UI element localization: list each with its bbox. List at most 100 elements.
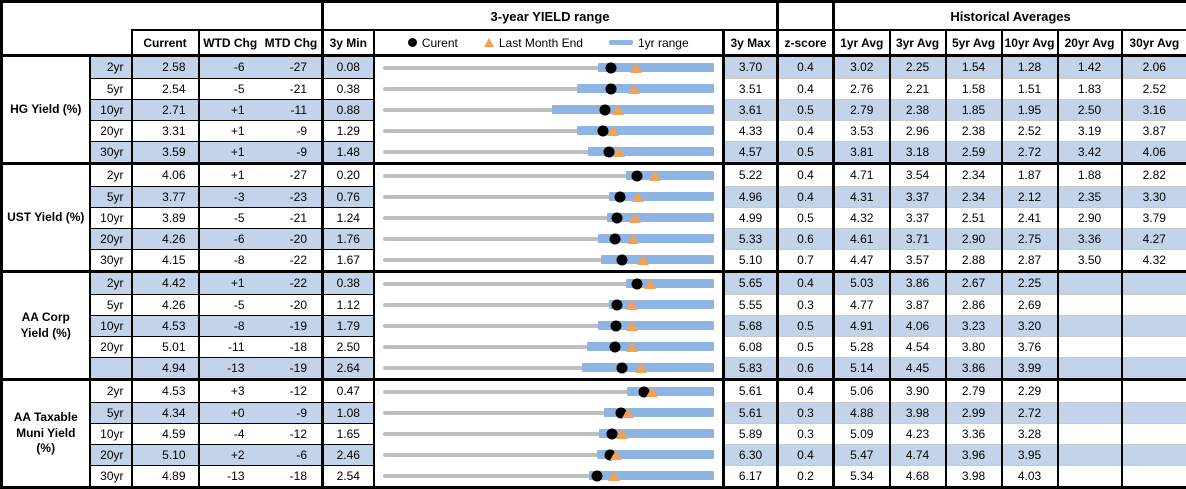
current-cell: 4.26	[132, 294, 199, 315]
mtd-chg-cell: -20	[261, 228, 323, 249]
current-dot-marker	[616, 362, 627, 373]
wtd-chg-cell: -13	[199, 465, 261, 488]
avg-cell: 2.88	[946, 249, 1002, 272]
min-3y-cell: 2.50	[323, 336, 374, 357]
legend-current-label: Curent	[422, 36, 458, 50]
z-score-cell: 0.4	[778, 164, 834, 187]
mtd-chg-cell: -9	[261, 120, 323, 141]
avg-cell: 2.25	[890, 56, 946, 79]
mtd-chg-cell: -12	[261, 423, 323, 444]
avg-cell: 5.34	[834, 465, 890, 488]
current-cell: 3.31	[132, 120, 199, 141]
z-score-cell: 0.2	[778, 465, 834, 488]
avg-cell: 3.96	[946, 444, 1002, 465]
mtd-chg-cell: -9	[261, 402, 323, 423]
empty-corner-cell	[2, 2, 132, 56]
mtd-chg-cell: -23	[261, 186, 323, 207]
range-chart-cell	[374, 402, 724, 423]
min-3y-cell: 1.08	[323, 402, 374, 423]
min-3y-cell: 2.64	[323, 357, 374, 380]
avg-cell: 2.87	[1002, 249, 1058, 272]
avg-column-header: 3yr Avg	[890, 30, 946, 56]
min-3y-cell: 1.48	[323, 141, 374, 164]
z-score-cell: 0.4	[778, 78, 834, 99]
wtd-chg-cell: -8	[199, 315, 261, 336]
avg-cell	[1122, 315, 1186, 336]
tenor-cell: 5yr	[90, 294, 132, 315]
range-chart-cell	[374, 444, 724, 465]
tenor-cell: 20yr	[90, 228, 132, 249]
avg-cell: 3.36	[1058, 228, 1122, 249]
avg-cell: 3.16	[1122, 99, 1186, 120]
legend-last-month-item: Last Month End	[484, 36, 583, 50]
mtd-chg-cell: -21	[261, 78, 323, 99]
avg-cell: 5.47	[834, 444, 890, 465]
tenor-cell: 2yr	[90, 380, 132, 403]
historical-averages-title: Historical Averages	[834, 2, 1186, 31]
last-month-end-triangle-marker	[626, 300, 638, 310]
avg-cell: 2.67	[946, 272, 1002, 295]
min-3y-cell: 1.12	[323, 294, 374, 315]
mtd-chg-cell: -22	[261, 272, 323, 295]
avg-cell: 4.03	[1002, 465, 1058, 488]
avg-cell: 3.98	[946, 465, 1002, 488]
last-month-end-triangle-marker	[608, 471, 620, 481]
current-cell: 3.77	[132, 186, 199, 207]
range-chart-cell	[374, 423, 724, 444]
mtd-chg-cell: -19	[261, 357, 323, 380]
avg-cell: 3.54	[890, 164, 946, 187]
tenor-cell: 5yr	[90, 186, 132, 207]
min-3y-cell: 2.46	[323, 444, 374, 465]
avg-cell	[1058, 315, 1122, 336]
wtd-chg-cell: +1	[199, 99, 261, 120]
avg-cell: 4.91	[834, 315, 890, 336]
range-chart-cell	[374, 120, 724, 141]
last-month-end-triangle-marker	[644, 279, 656, 289]
min-3y-cell: 1.24	[323, 207, 374, 228]
avg-cell: 3.71	[890, 228, 946, 249]
avg-cell	[1122, 357, 1186, 380]
avg-cell: 3.42	[1058, 141, 1122, 164]
legend-last-month-triangle-icon	[484, 38, 494, 47]
avg-cell: 2.90	[1058, 207, 1122, 228]
legend-1yr-range-label: 1yr range	[638, 36, 689, 50]
avg-cell	[1058, 444, 1122, 465]
avg-cell: 2.69	[1002, 294, 1058, 315]
avg-cell: 1.95	[1002, 99, 1058, 120]
min-3y-cell: 1.76	[323, 228, 374, 249]
range-chart-title: 3-year YIELD range	[323, 2, 778, 31]
last-month-end-triangle-marker	[626, 342, 638, 352]
avg-cell: 3.36	[946, 423, 1002, 444]
avg-cell: 3.90	[890, 380, 946, 403]
group-label: UST Yield (%)	[2, 164, 90, 272]
current-dot-marker	[609, 341, 620, 352]
avg-cell: 2.90	[946, 228, 1002, 249]
tenor-cell	[90, 357, 132, 380]
tenor-cell: 2yr	[90, 164, 132, 187]
max-3y-cell: 5.89	[724, 423, 778, 444]
max-3y-cell: 6.08	[724, 336, 778, 357]
tenor-cell: 10yr	[90, 207, 132, 228]
mtd-chg-cell: -6	[261, 444, 323, 465]
range-chart-cell	[374, 56, 724, 79]
max-3y-cell: 5.22	[724, 164, 778, 187]
max-3y-cell: 4.99	[724, 207, 778, 228]
min-3y-cell: 0.08	[323, 56, 374, 79]
max-3y-cell: 5.33	[724, 228, 778, 249]
tenor-cell: 10yr	[90, 99, 132, 120]
avg-cell	[1058, 357, 1122, 380]
avg-cell: 3.30	[1122, 186, 1186, 207]
current-cell: 4.94	[132, 357, 199, 380]
table-header: 3-year YIELD range Historical Averages C…	[2, 2, 1186, 56]
yield-range-bullet-chart	[383, 444, 715, 465]
min-3y-cell: 1.79	[323, 315, 374, 336]
z-score-cell: 0.3	[778, 423, 834, 444]
range-chart-cell	[374, 249, 724, 272]
current-dot-marker	[631, 278, 642, 289]
mtd-chg-cell: -19	[261, 315, 323, 336]
